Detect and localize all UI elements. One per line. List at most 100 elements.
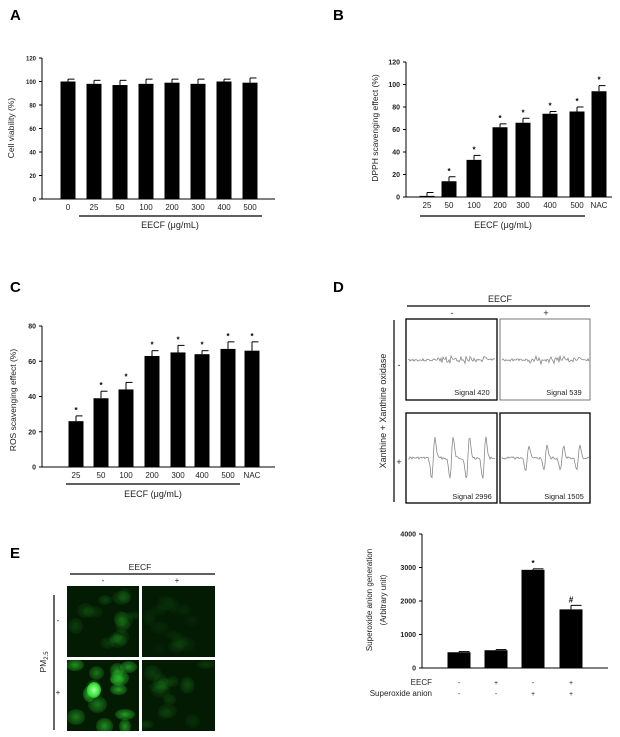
fluorescent-cell bbox=[172, 633, 189, 649]
panel-label-c: C bbox=[10, 279, 21, 296]
y-tick-label: 100 bbox=[26, 80, 37, 86]
x-tick-label: 400 bbox=[195, 471, 209, 480]
bar bbox=[68, 421, 84, 467]
bar bbox=[144, 355, 160, 467]
fluorescent-cell bbox=[115, 709, 135, 721]
significance-mark: * bbox=[531, 559, 535, 568]
y-tick-label: 120 bbox=[388, 60, 400, 67]
fluorescent-cell bbox=[156, 594, 175, 612]
x-tick-label: 25 bbox=[90, 203, 99, 212]
fluorescent-cell bbox=[88, 696, 107, 713]
fluorescent-cell bbox=[109, 633, 123, 644]
y-tick-label: 20 bbox=[29, 174, 36, 180]
fluor-col-plus: + bbox=[175, 576, 180, 585]
esr-col-minus: - bbox=[451, 308, 454, 318]
bar bbox=[118, 389, 134, 467]
y-tick-label: 120 bbox=[26, 57, 37, 63]
x-tick-label: 50 bbox=[97, 471, 106, 480]
x-tick-label: NAC bbox=[591, 201, 608, 210]
fluorescent-cell bbox=[162, 693, 177, 705]
bar bbox=[559, 609, 583, 668]
bar bbox=[466, 159, 482, 197]
y-tick-label: 1000 bbox=[400, 632, 416, 639]
x-tick-label: 300 bbox=[516, 201, 530, 210]
condition-label: EECF bbox=[411, 678, 432, 687]
fluorescent-cell bbox=[117, 588, 131, 604]
fluorescent-cell bbox=[112, 629, 130, 646]
y-tick-label: 60 bbox=[392, 127, 400, 134]
esr-box-1 bbox=[405, 318, 498, 401]
esr-spectrum-trace bbox=[501, 444, 590, 472]
significance-mark: * bbox=[200, 341, 204, 350]
x-tick-label: 25 bbox=[423, 201, 432, 210]
x-tick-label: 100 bbox=[139, 203, 153, 212]
fluor-image-eecf bbox=[142, 586, 215, 657]
bright-fluorescent-cell bbox=[87, 682, 101, 698]
condition-label: Superoxide anion bbox=[370, 689, 432, 698]
esr-signal-2: Signal 539 bbox=[546, 388, 581, 397]
x-tick-label: 100 bbox=[467, 201, 481, 210]
x-axis-title: EECF (μg/mL) bbox=[474, 220, 532, 230]
fluorescent-cell bbox=[114, 612, 133, 629]
fluorescent-cell bbox=[109, 669, 129, 686]
fluor-row-title: PM2.5 bbox=[38, 651, 50, 673]
x-tick-label: 200 bbox=[145, 471, 159, 480]
bar bbox=[244, 350, 260, 467]
esr-spectrum-trace bbox=[407, 354, 496, 365]
condition-value: - bbox=[532, 680, 535, 687]
fluorescent-cell bbox=[165, 676, 180, 688]
y-tick-label: 80 bbox=[29, 104, 36, 110]
significance-mark: * bbox=[472, 145, 476, 154]
fluorescent-cell bbox=[68, 618, 83, 634]
x-axis-title: EECF (μg/mL) bbox=[141, 220, 199, 230]
y-axis-title: ROS scavenging effect (%) bbox=[8, 349, 18, 452]
fluorescent-cell bbox=[120, 660, 138, 673]
fluorescent-cell bbox=[125, 610, 139, 620]
x-tick-label: 0 bbox=[66, 203, 71, 212]
significance-mark: * bbox=[250, 332, 254, 341]
fluorescent-cell bbox=[110, 684, 127, 696]
bar bbox=[542, 113, 558, 197]
panel-label-d: D bbox=[333, 279, 344, 296]
x-tick-label: 500 bbox=[243, 203, 257, 212]
esr-col-plus: + bbox=[543, 308, 548, 318]
fluorescent-cell bbox=[169, 602, 189, 617]
condition-value: + bbox=[569, 680, 573, 687]
esr-signal-4: Signal 1505 bbox=[544, 492, 584, 501]
esr-box-4 bbox=[499, 412, 591, 504]
condition-value: - bbox=[458, 680, 461, 687]
fluorescent-cell bbox=[180, 677, 194, 693]
significance-mark: * bbox=[575, 97, 579, 106]
y-tick-label: 80 bbox=[28, 324, 36, 331]
significance-mark: # bbox=[569, 595, 574, 604]
bar bbox=[216, 81, 232, 199]
significance-mark: * bbox=[548, 102, 552, 111]
y-tick-label: 60 bbox=[28, 359, 36, 366]
esr-header: EECF bbox=[488, 294, 513, 304]
y-tick-label: 4000 bbox=[400, 532, 416, 539]
bar bbox=[591, 91, 607, 197]
fluorescence-labels: EECF - + PM2.5 - + bbox=[38, 562, 215, 730]
bar bbox=[484, 650, 508, 668]
chart-A: 0 20 40 60 80 100 120 0 25 50 100 200 300 400 500 EECF … bbox=[6, 57, 275, 230]
x-tick-label: 500 bbox=[570, 201, 584, 210]
chart-B: 0 20 40 60 80 100 120 25 * 50 * 100 * 200 * 300 * 400 * 500… bbox=[370, 60, 612, 230]
condition-value: + bbox=[569, 691, 573, 698]
fluorescent-cell bbox=[149, 620, 169, 635]
fluorescent-cell bbox=[83, 606, 103, 618]
x-tick-label: 500 bbox=[221, 471, 235, 480]
x-axis-title: EECF (μg/mL) bbox=[124, 489, 182, 499]
bar bbox=[190, 83, 206, 199]
bar bbox=[93, 398, 109, 467]
x-tick-label: 25 bbox=[72, 471, 81, 480]
bar bbox=[569, 111, 585, 197]
x-tick-label: NAC bbox=[244, 471, 261, 480]
fluorescent-cell bbox=[111, 590, 131, 606]
fluorescent-cell bbox=[109, 634, 127, 648]
significance-mark: * bbox=[447, 167, 451, 176]
bar bbox=[441, 181, 457, 197]
esr-signal-1: Signal 420 bbox=[454, 388, 489, 397]
fluor-header: EECF bbox=[129, 562, 152, 572]
y-tick-label: 0 bbox=[32, 465, 36, 472]
